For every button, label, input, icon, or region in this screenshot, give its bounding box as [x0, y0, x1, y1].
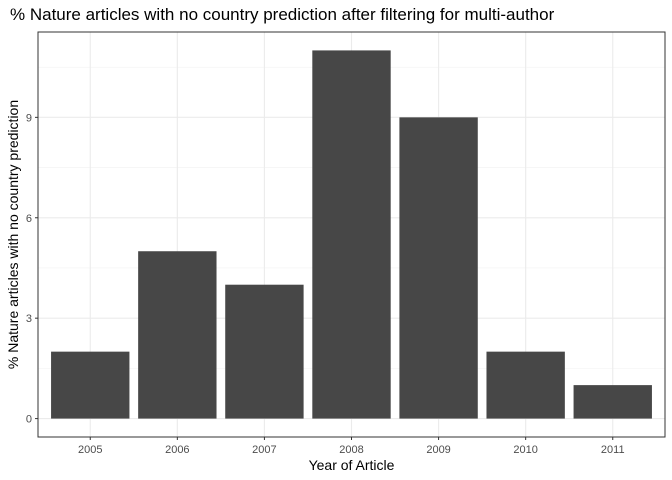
bar-2010 [486, 351, 565, 419]
x-tick-label: 2010 [513, 444, 537, 456]
y-axis-title: % Nature articles with no country predic… [5, 100, 21, 369]
y-tick-label: 6 [26, 213, 32, 225]
bar-2007 [225, 284, 304, 419]
chart-title: % Nature articles with no country predic… [10, 5, 555, 24]
x-tick-label: 2009 [426, 444, 450, 456]
x-tick-label: 2006 [165, 444, 189, 456]
y-tick-label: 0 [26, 414, 32, 426]
y-tick-label: 3 [26, 313, 32, 325]
bars [51, 50, 652, 419]
x-tick-label: 2007 [252, 444, 276, 456]
x-tick-label: 2008 [339, 444, 363, 456]
bar-2006 [138, 251, 217, 419]
bar-2009 [399, 117, 478, 419]
bar-2008 [312, 50, 391, 419]
x-tick-label: 2011 [601, 444, 625, 456]
x-tick-label: 2005 [78, 444, 102, 456]
bar-2011 [573, 385, 652, 419]
y-tick-label: 9 [26, 112, 32, 124]
x-axis-title: Year of Article [309, 457, 395, 473]
axes: 0 3 6 9 2005 2006 2007 2008 2009 2010 2011 [26, 112, 625, 456]
bar-2005 [51, 351, 130, 419]
